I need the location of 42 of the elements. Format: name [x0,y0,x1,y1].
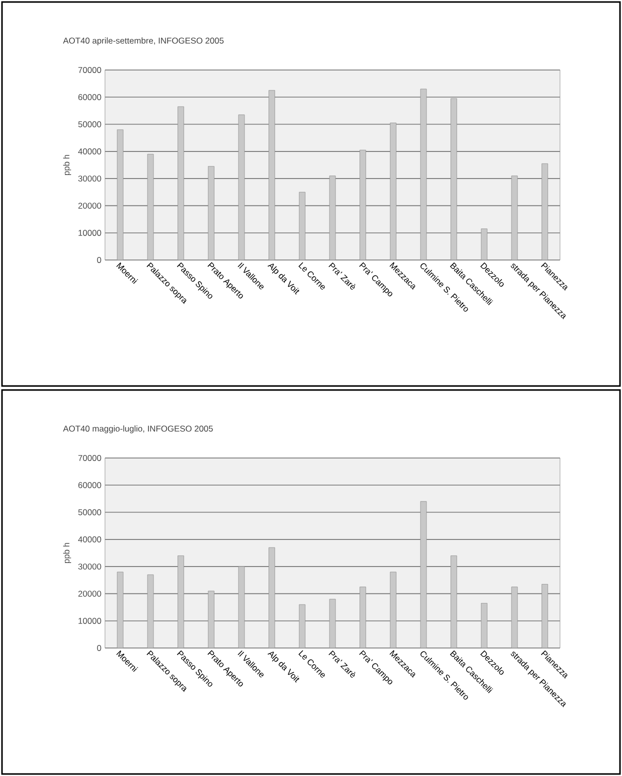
bar [360,150,366,260]
bar [268,90,276,260]
bar [480,228,488,260]
y-tick-label: 20000 [78,202,102,209]
bar [298,192,306,260]
y-tick-label: 0 [97,257,102,263]
bar [542,584,548,648]
bar [116,572,124,648]
y-tick-label: 10000 [78,618,102,624]
y-tick-label: 60000 [78,482,102,488]
y-tick-label: 40000 [78,148,102,154]
chart-title: AOT40 maggio-luglio, INFOGESO 2005 [63,425,213,434]
y-axis-title: ppb h [63,542,72,564]
bar [298,604,306,648]
bar [208,166,214,260]
bar [450,98,458,260]
y-tick-label: 70000 [78,67,102,73]
chart-title: AOT40 aprile-settembre, INFOGESO 2005 [63,37,224,46]
bar [390,122,396,260]
bar [178,556,184,648]
bar [480,603,488,648]
y-tick-label: 50000 [78,509,102,516]
y-tick-label: 20000 [78,590,102,597]
bar [450,556,458,648]
y-tick-label: 70000 [78,455,102,461]
bar [208,590,214,648]
bar [360,586,366,648]
y-tick-label: 10000 [78,230,102,236]
bar [542,163,548,260]
y-tick-label: 30000 [78,564,102,570]
y-tick-label: 60000 [78,94,102,100]
bar [178,106,184,260]
y-tick-label: 30000 [78,176,102,182]
x-tick-label: Alp da Voit [268,652,300,683]
x-tick-label: Alp da Voit [268,264,300,295]
y-tick-label: 0 [97,645,102,651]
y-tick-label: 40000 [78,536,102,542]
bar [268,547,276,648]
y-tick-label: 50000 [78,121,102,128]
y-axis-title: ppb h [63,154,72,176]
bar [390,572,396,648]
bar [116,130,124,260]
